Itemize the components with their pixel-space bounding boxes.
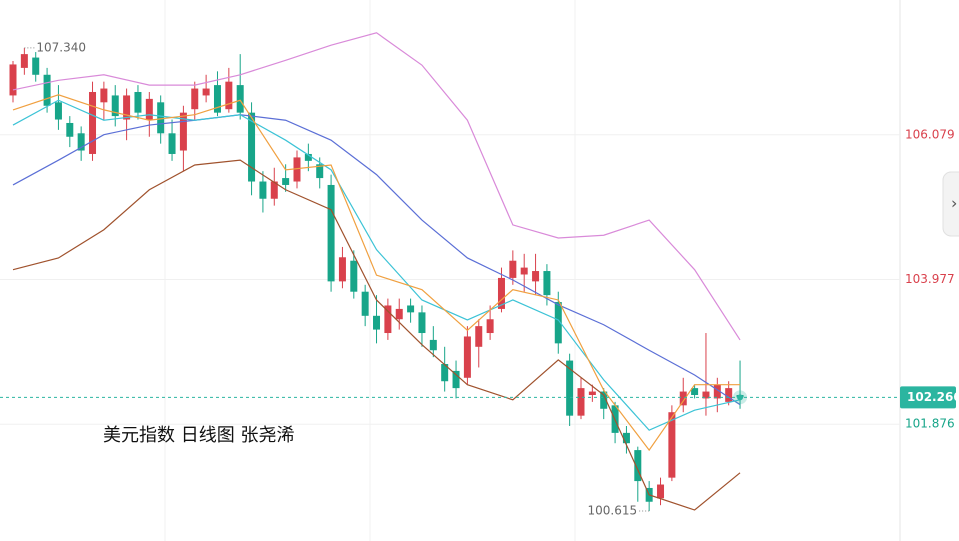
candle-body <box>509 260 517 278</box>
y-tick-label: 101.876 <box>905 417 955 431</box>
candle-body <box>191 88 199 110</box>
candle-body <box>168 133 176 154</box>
candle-body <box>179 112 187 151</box>
candle-body <box>441 364 449 382</box>
candle-body <box>713 384 721 399</box>
candle-body <box>702 391 710 399</box>
candle-body <box>429 339 437 351</box>
candle-body <box>225 81 233 110</box>
candle-body <box>282 178 290 185</box>
candle-body <box>486 319 494 334</box>
candle-body <box>497 277 505 309</box>
candle-body <box>384 305 392 334</box>
candle-body <box>9 64 17 96</box>
current-price-box <box>900 386 956 409</box>
candle-body <box>304 153 312 161</box>
next-button-label[interactable]: › <box>951 194 957 213</box>
candle-body <box>520 267 528 275</box>
candle-body <box>634 450 642 482</box>
candle-body <box>54 102 62 120</box>
candle-body <box>20 54 28 68</box>
y-tick-label: 106.079 <box>905 127 955 141</box>
line-series <box>12 94 741 452</box>
candle-body <box>657 484 665 499</box>
candle-body <box>248 112 256 182</box>
candle-body <box>532 271 540 282</box>
line-series <box>12 114 741 406</box>
candle-body <box>577 388 585 416</box>
candle-body <box>145 98 153 120</box>
candle-body <box>100 88 108 103</box>
chart-title: 美元指数 日线图 张尧浠 <box>103 425 294 446</box>
candle-body <box>691 388 699 396</box>
candle-body <box>77 133 85 151</box>
candle-body <box>725 388 733 402</box>
candle-body <box>407 305 415 313</box>
candle-body <box>293 157 301 182</box>
candle-body <box>350 260 358 292</box>
candle-body <box>213 85 221 113</box>
candle-body <box>668 412 676 478</box>
candle-body <box>259 181 267 199</box>
annotation-label: 100.615 <box>588 504 638 518</box>
candle-body <box>338 257 346 282</box>
candle-body <box>418 312 426 334</box>
candle-body <box>543 271 551 296</box>
candle-body <box>622 432 630 444</box>
line-series <box>12 32 741 341</box>
candle-body <box>395 308 403 320</box>
candle-body <box>554 302 562 344</box>
candle-body <box>588 391 596 396</box>
candle-body <box>123 95 131 120</box>
candle-body <box>475 326 483 347</box>
annotation-label: 107.340 <box>36 40 86 54</box>
candle-body <box>361 291 369 316</box>
candle-body <box>463 336 471 378</box>
candle-body <box>236 85 244 113</box>
candle-body <box>270 181 278 199</box>
candle-body <box>66 122 74 137</box>
grid <box>164 0 901 541</box>
candle-body <box>202 88 210 96</box>
candle-body <box>157 102 165 134</box>
line-series <box>12 99 741 431</box>
line-series <box>12 159 741 511</box>
candle-body <box>43 74 51 106</box>
candle-body <box>89 91 97 154</box>
next-button-bg[interactable] <box>942 171 959 237</box>
y-tick-label: 103.977 <box>905 272 955 286</box>
next-button[interactable]: › <box>942 171 959 237</box>
candle-body <box>134 91 142 113</box>
candle-body <box>32 57 40 75</box>
candle-body <box>373 315 381 330</box>
current-price-dot <box>737 394 744 401</box>
candle-body <box>679 391 687 406</box>
candle-body <box>600 391 608 409</box>
candle-body <box>327 184 335 282</box>
candle-body <box>566 360 574 416</box>
candle-body <box>316 164 324 179</box>
candle-body <box>452 370 460 389</box>
current-price-label: 102.266 <box>907 390 959 404</box>
candle-body <box>111 95 119 117</box>
